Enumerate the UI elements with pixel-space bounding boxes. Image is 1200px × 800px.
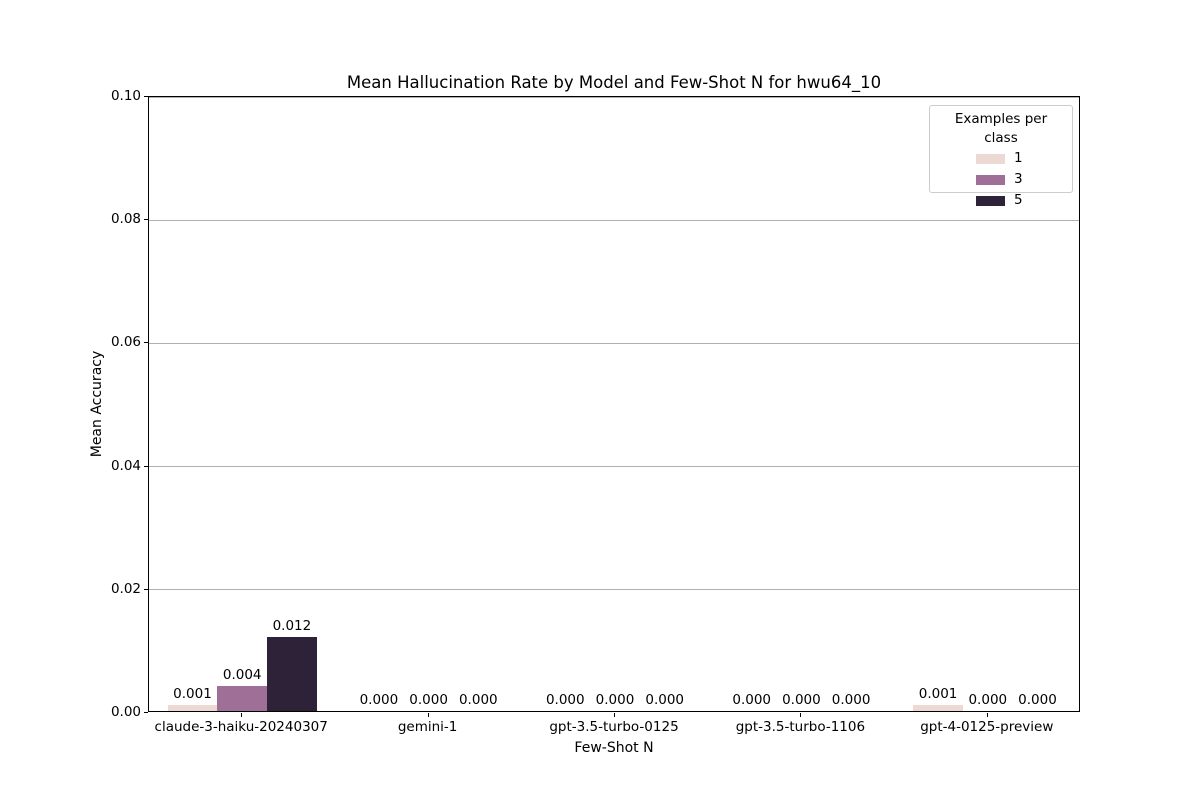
y-tick-label: 0.06 xyxy=(110,334,141,351)
legend-item-label: 5 xyxy=(1014,192,1023,208)
x-axis-label: Few-Shot N xyxy=(574,740,654,756)
bar xyxy=(267,637,317,711)
plot-area: 0.001 0.000 0.000 0.000 0.001 0.004 0.000 0.000… xyxy=(148,96,1080,712)
y-tick-label: 0.10 xyxy=(110,88,141,104)
x-tick-mark xyxy=(986,713,988,717)
x-tick-mark xyxy=(614,713,615,717)
legend-item-label: 1 xyxy=(1014,150,1023,166)
x-tick-label: gpt-3.5-turbo-1106 xyxy=(735,719,866,735)
chart-title: Mean Hallucination Rate by Model and Few… xyxy=(346,73,882,92)
gridline xyxy=(149,342,1079,344)
value-label: 0.000 xyxy=(545,692,585,708)
x-tick-label: gemini-1 xyxy=(397,719,458,735)
y-tick-mark xyxy=(144,342,148,344)
legend-swatch xyxy=(976,174,1005,185)
y-tick-label: 0.04 xyxy=(110,457,141,474)
value-label: 0.000 xyxy=(458,692,498,708)
x-tick-label: gpt-3.5-turbo-0125 xyxy=(549,719,679,735)
legend-item: 3 xyxy=(938,169,1064,190)
legend-title: Examples per class xyxy=(954,111,1048,146)
value-label: 0.001 xyxy=(918,685,958,702)
value-label: 0.000 xyxy=(359,692,399,708)
value-label: 0.000 xyxy=(732,692,772,708)
legend: Examples per class 1 3 5 xyxy=(929,105,1073,208)
y-axis-label: Mean Accuracy xyxy=(89,350,105,458)
value-label: 0.000 xyxy=(968,692,1008,708)
value-label: 0.000 xyxy=(782,692,821,708)
legend-items: 1 3 5 xyxy=(938,148,1064,211)
x-tick-label: gpt-4-0125-preview xyxy=(920,719,1054,735)
value-label: 0.012 xyxy=(272,618,312,635)
gridline xyxy=(149,96,1079,98)
value-label: 0.000 xyxy=(409,692,448,708)
y-tick-mark xyxy=(144,712,148,713)
legend-item: 1 xyxy=(938,148,1064,169)
y-tick-label: 0.00 xyxy=(110,704,141,720)
legend-item-label: 3 xyxy=(1014,171,1023,187)
gridline xyxy=(149,219,1079,221)
x-tick-mark xyxy=(241,713,243,717)
bar xyxy=(913,704,963,711)
legend-swatch xyxy=(976,195,1005,206)
legend-item: 5 xyxy=(938,190,1064,211)
y-tick-mark xyxy=(144,588,148,590)
value-label: 0.001 xyxy=(173,685,212,702)
y-tick-label: 0.08 xyxy=(110,211,141,228)
value-label: 0.000 xyxy=(645,692,685,708)
y-tick-mark xyxy=(144,465,148,467)
x-tick-mark xyxy=(427,713,429,717)
legend-swatch xyxy=(976,153,1005,164)
y-tick-mark xyxy=(144,219,148,221)
x-tick-label: claude-3-haiku-20240307 xyxy=(154,719,328,735)
x-tick-mark xyxy=(800,713,802,717)
y-tick-label: 0.02 xyxy=(110,580,141,597)
value-label: 0.004 xyxy=(222,667,262,684)
bar xyxy=(217,686,268,711)
value-label: 0.000 xyxy=(831,692,871,708)
gridline xyxy=(149,589,1079,591)
value-label: 0.000 xyxy=(595,692,635,708)
bar xyxy=(167,704,218,711)
value-label: 0.000 xyxy=(1018,692,1057,708)
y-tick-mark xyxy=(144,96,148,97)
gridline xyxy=(149,466,1079,468)
